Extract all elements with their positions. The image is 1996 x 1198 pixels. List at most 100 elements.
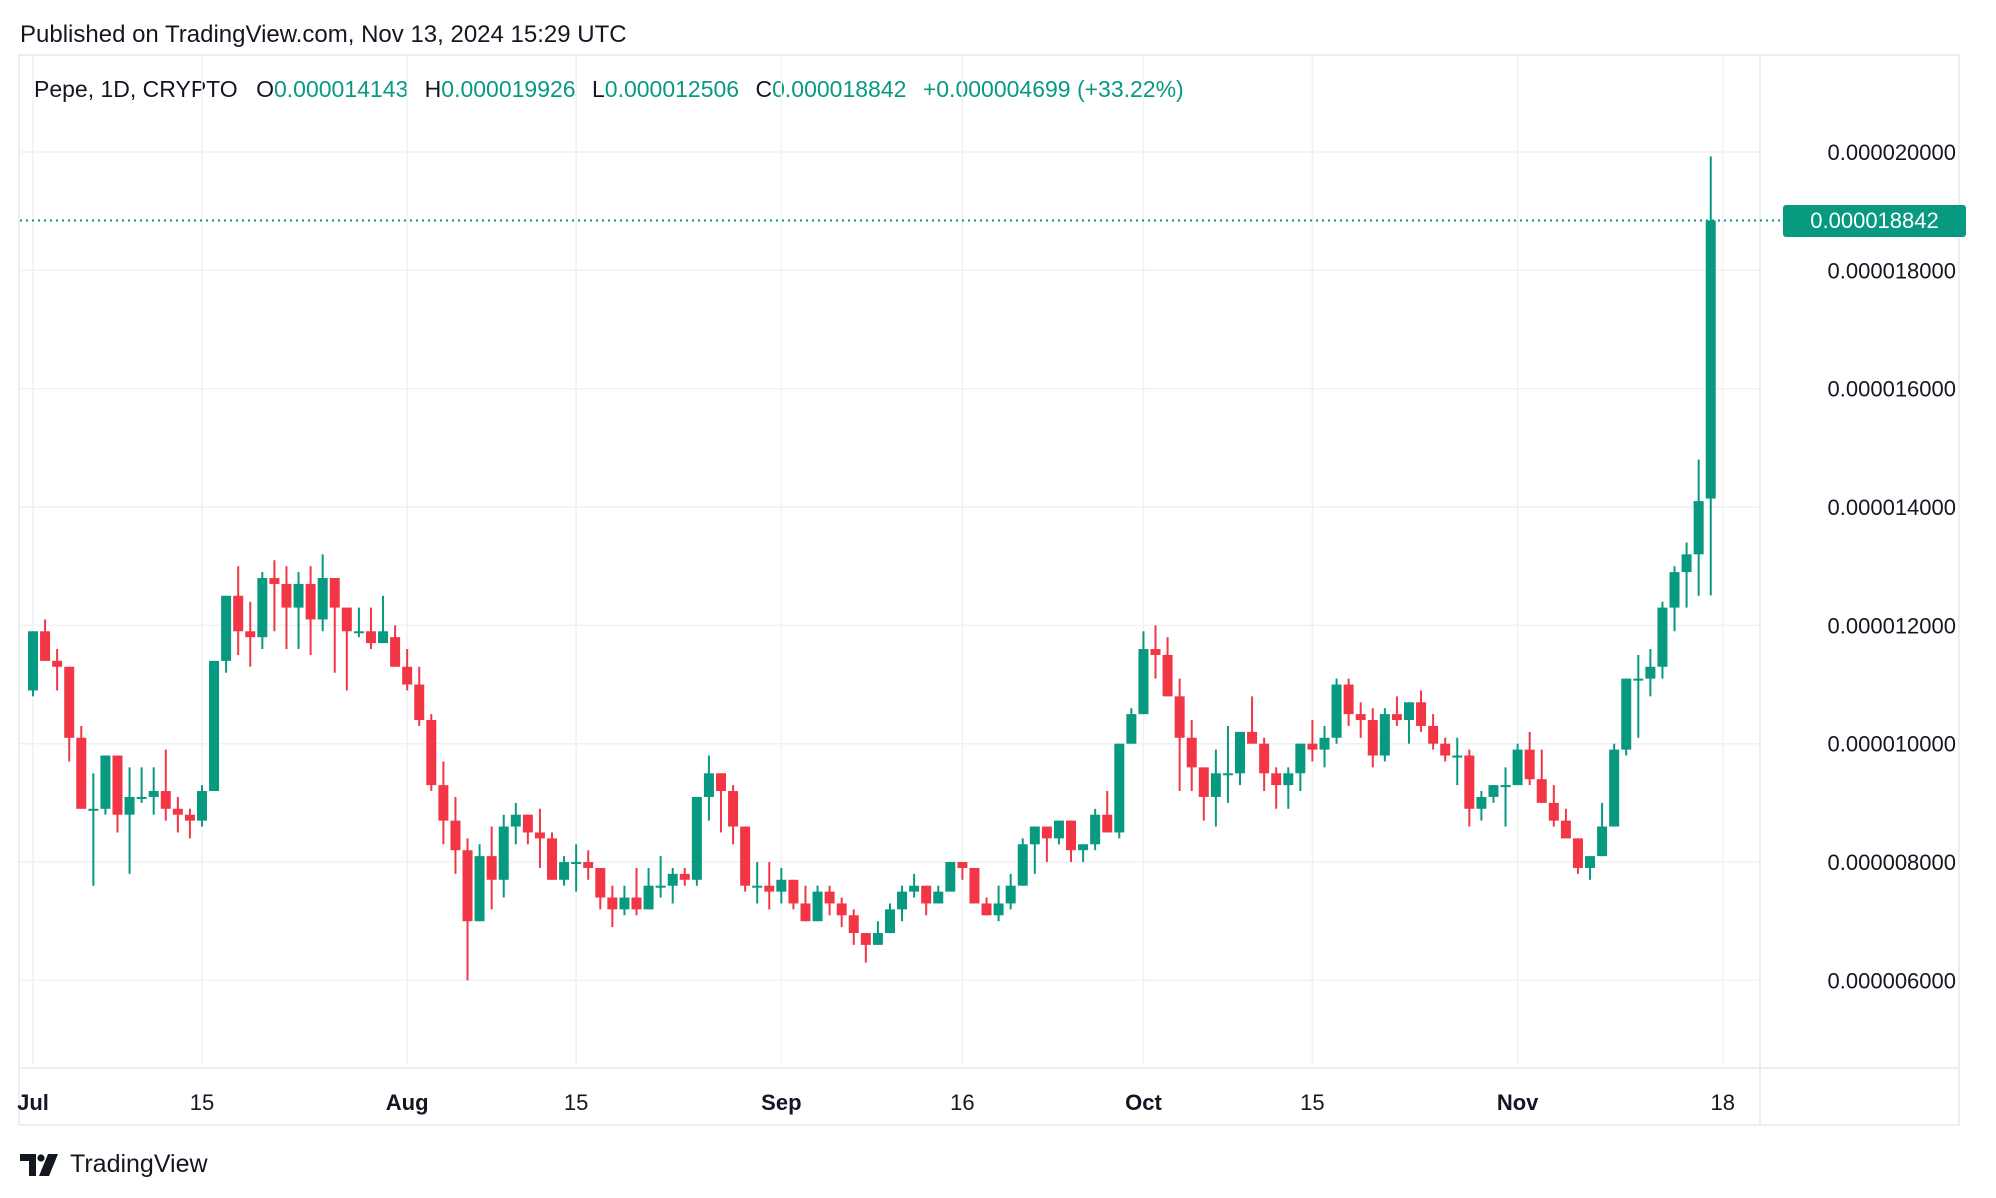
time-tick-label: 18 — [1711, 1090, 1735, 1115]
price-tick-label: 0.000016000 — [1828, 377, 1956, 402]
candle — [1476, 796, 1487, 809]
candle — [1512, 749, 1523, 786]
candle — [1222, 773, 1233, 776]
candle — [1307, 743, 1318, 750]
candle — [836, 903, 847, 916]
candle — [607, 897, 618, 910]
symbol-label[interactable]: Pepe, 1D, CRYPTO — [34, 76, 238, 102]
candle — [281, 583, 292, 608]
tradingview-logo[interactable]: TradingView — [20, 1150, 208, 1179]
candle — [1657, 607, 1668, 667]
candle — [1102, 814, 1113, 833]
price-tick-label: 0.000014000 — [1828, 495, 1956, 520]
time-tick-label: 15 — [1300, 1090, 1324, 1115]
candle — [329, 578, 340, 608]
open-key: O — [256, 76, 274, 102]
price-axis[interactable]: 0.000020000 0.000018000 0.000016000 0.00001… — [1828, 140, 1956, 993]
candle — [365, 631, 376, 644]
candle — [1295, 743, 1306, 774]
candle — [112, 755, 123, 815]
candle — [1669, 572, 1680, 608]
candle — [148, 791, 159, 797]
candle — [1572, 838, 1583, 868]
low-key: L — [592, 76, 605, 102]
candle — [1017, 844, 1028, 886]
candle — [993, 903, 1004, 916]
candle — [1186, 737, 1197, 768]
candle — [1271, 773, 1282, 786]
candle — [740, 826, 751, 886]
candle — [305, 583, 316, 620]
high-key: H — [424, 76, 442, 102]
candle — [1174, 696, 1185, 738]
candle — [293, 583, 304, 608]
time-tick-label: Oct — [1125, 1090, 1162, 1115]
candle — [1440, 743, 1451, 756]
candle — [631, 897, 642, 910]
candle — [450, 820, 461, 851]
time-tick-label: Jul — [17, 1090, 49, 1115]
candle — [571, 862, 582, 865]
candle — [655, 885, 666, 888]
candle — [486, 856, 497, 880]
candle — [703, 773, 714, 797]
candle — [390, 637, 401, 667]
candles — [28, 156, 1716, 981]
candle — [510, 814, 521, 827]
candle — [969, 867, 980, 904]
candle — [933, 891, 944, 904]
candle — [498, 826, 509, 880]
candle — [1452, 755, 1463, 758]
candle — [728, 791, 739, 827]
time-axis[interactable]: Jul 15 Aug 15 Sep 16 Oct 15 Nov 18 — [17, 1090, 1735, 1115]
candle — [1355, 714, 1366, 721]
candle — [317, 578, 328, 620]
candle — [860, 933, 871, 945]
candle — [1464, 755, 1475, 809]
candle — [897, 891, 908, 910]
time-tick-label: 15 — [564, 1090, 588, 1115]
candle — [776, 879, 787, 892]
candle — [1500, 785, 1511, 788]
candle — [378, 631, 389, 644]
candle — [547, 838, 558, 880]
candle — [28, 631, 38, 691]
candle — [414, 684, 425, 721]
change-value: +0.000004699 (+33.22%) — [922, 76, 1184, 102]
candle — [583, 862, 594, 868]
candle — [88, 808, 99, 811]
price-tick-label: 0.000012000 — [1828, 613, 1956, 638]
candle — [1548, 802, 1559, 821]
candle — [1597, 826, 1608, 857]
candle — [1078, 844, 1089, 851]
candle — [981, 903, 992, 916]
candle — [76, 737, 87, 809]
candle — [872, 933, 883, 945]
candle — [1560, 820, 1571, 839]
candle — [1138, 649, 1149, 715]
chart-frame — [18, 54, 1960, 1126]
candle — [438, 785, 449, 821]
candle — [921, 885, 932, 904]
candle — [233, 595, 244, 632]
candle — [667, 873, 678, 886]
candle — [100, 755, 111, 809]
grid-lines — [20, 56, 1960, 1124]
candle — [1705, 220, 1716, 499]
price-tick-label: 0.000008000 — [1828, 850, 1956, 875]
candle — [1066, 820, 1077, 851]
time-tick-label: 15 — [190, 1090, 214, 1115]
candle — [945, 862, 956, 892]
candle — [1536, 779, 1547, 803]
tradingview-logo-icon — [20, 1153, 58, 1176]
open-value: 0.000014143 — [273, 76, 409, 102]
price-tick-label: 0.000018000 — [1828, 258, 1956, 283]
candle — [1005, 885, 1016, 904]
candle — [1416, 702, 1427, 726]
candle — [643, 885, 654, 910]
candle — [341, 607, 352, 632]
candle — [1367, 720, 1378, 756]
candle — [1621, 678, 1632, 750]
high-value: 0.000019926 — [441, 76, 576, 102]
